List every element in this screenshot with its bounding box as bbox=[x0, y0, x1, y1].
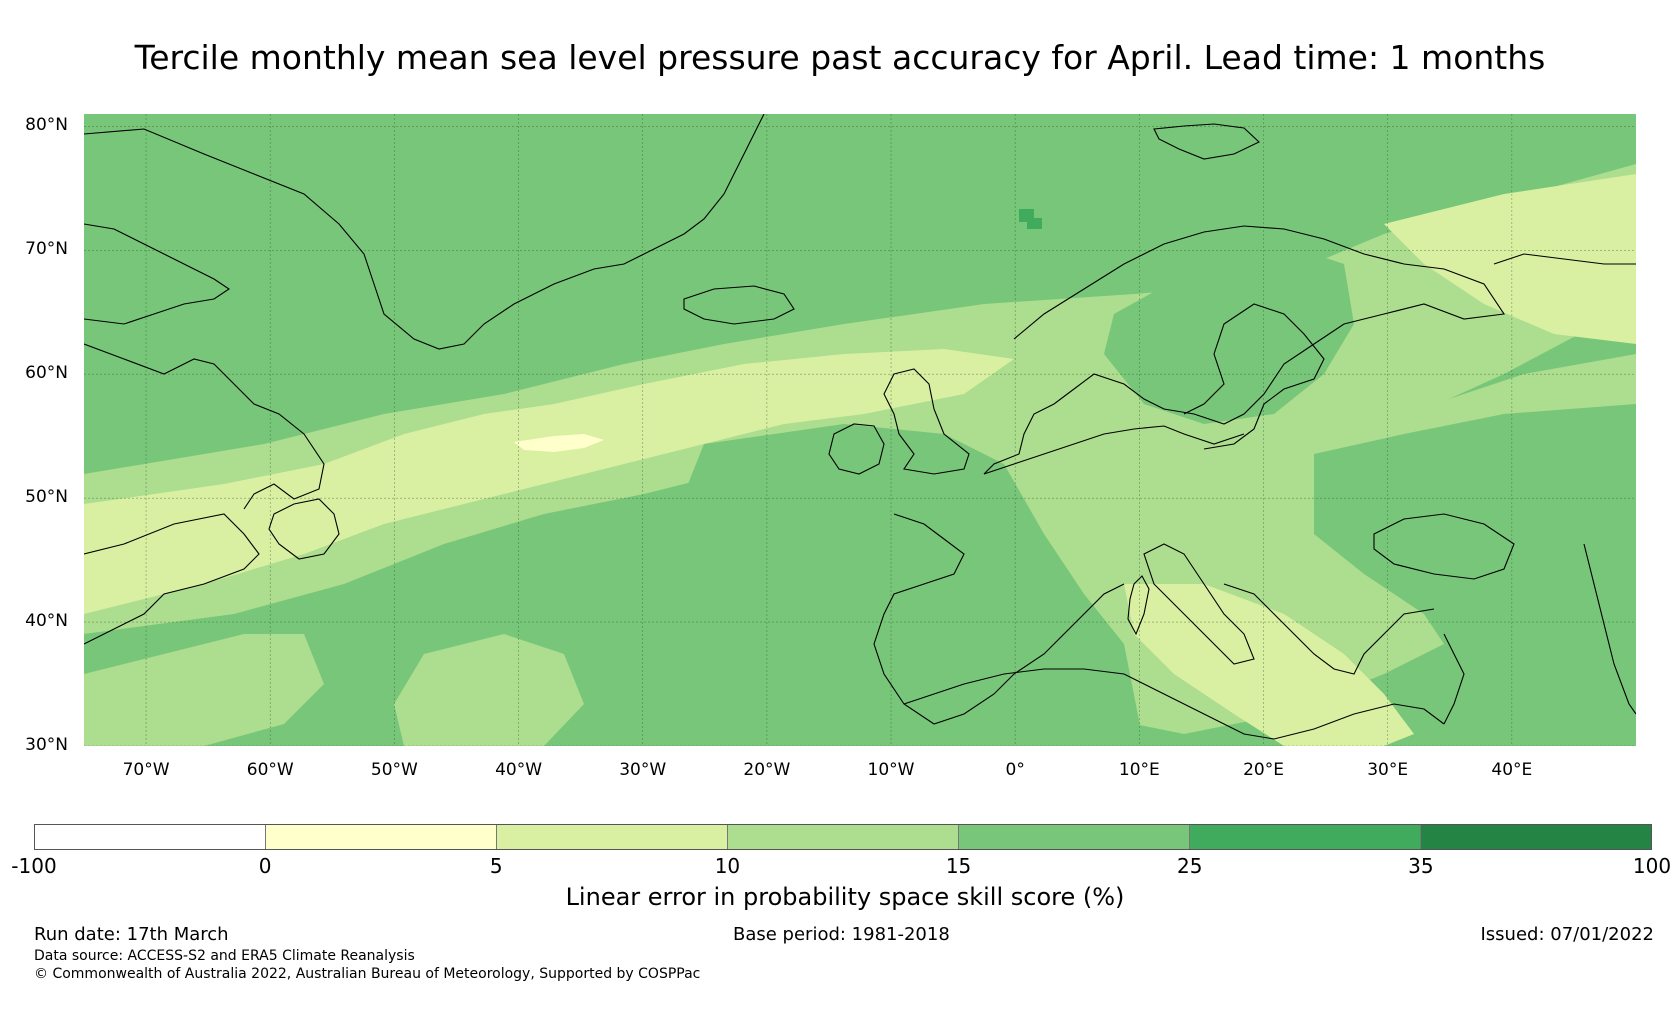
coast-italy bbox=[1143, 543, 1255, 665]
coast-east-med bbox=[1443, 633, 1465, 725]
region-jan-mayen-25-35 bbox=[1019, 209, 1042, 229]
graticule-lines bbox=[84, 114, 1636, 746]
region-iberia-atlantic-15-25 bbox=[384, 424, 1144, 746]
region-atlantic-core-0-5 bbox=[514, 434, 604, 452]
region-west-atlantic-10-15 bbox=[84, 634, 324, 746]
lon-tick-label: 40°W bbox=[495, 760, 543, 780]
coast-iceland bbox=[683, 285, 795, 325]
coast-nova-scotia bbox=[84, 513, 260, 645]
region-mediterranean-5-10 bbox=[1124, 584, 1414, 746]
coast-balkans bbox=[1223, 583, 1435, 675]
coast-white-sea bbox=[1493, 253, 1636, 265]
run-date: Run date: 17th March bbox=[34, 924, 229, 945]
coast-europe-west bbox=[983, 425, 1245, 475]
colorbar-segment bbox=[35, 825, 266, 849]
lon-tick-label: 30°E bbox=[1367, 760, 1409, 780]
base-period: Base period: 1981-2018 bbox=[733, 924, 950, 945]
coast-labrador bbox=[84, 343, 325, 510]
coastlines bbox=[84, 114, 1636, 740]
colorbar-tick-label: 35 bbox=[1408, 854, 1434, 878]
lat-tick-label: 40°N bbox=[25, 611, 68, 632]
colorbar-label: Linear error in probability space skill … bbox=[565, 883, 1125, 911]
colorbar-segment bbox=[266, 825, 497, 849]
region-atlantic-band-5-10 bbox=[84, 349, 1014, 614]
colorbar-segment bbox=[1421, 825, 1651, 849]
coast-caspian-edge bbox=[1583, 543, 1636, 715]
colorbar-tick-label: 5 bbox=[489, 854, 503, 878]
lon-tick-label: 0° bbox=[1005, 760, 1025, 780]
skill-field-regions bbox=[84, 114, 1636, 746]
lat-tick-label: 30°N bbox=[25, 735, 68, 755]
coast-great-britain bbox=[883, 368, 970, 475]
coast-france-iberia bbox=[873, 513, 1125, 725]
lat-tick-label: 70°N bbox=[25, 239, 68, 260]
colorbar-tick-label: 15 bbox=[945, 854, 972, 878]
coast-baltic bbox=[1183, 303, 1325, 450]
colorbar-segment bbox=[959, 825, 1190, 849]
copyright: © Commonwealth of Australia 2022, Austra… bbox=[34, 966, 701, 982]
coast-black-sea bbox=[1373, 513, 1515, 580]
lon-tick-label: 30°W bbox=[619, 760, 667, 780]
chart-title: Tercile monthly mean sea level pressure … bbox=[134, 38, 1546, 77]
coast-newfoundland bbox=[268, 498, 340, 560]
colorbar-segment bbox=[1190, 825, 1421, 849]
coast-greenland bbox=[84, 114, 765, 350]
data-source: Data source: ACCESS-S2 and ERA5 Climate … bbox=[34, 948, 415, 964]
colorbar-segment bbox=[728, 825, 959, 849]
coast-ireland bbox=[828, 423, 885, 475]
lon-tick-label: 50°W bbox=[370, 760, 418, 780]
region-mid-atlantic-south-10-15 bbox=[394, 634, 584, 746]
colorbar-tick-label: 10 bbox=[714, 854, 741, 878]
lat-tick-label: 60°N bbox=[25, 363, 68, 384]
skill-score-map bbox=[84, 114, 1636, 746]
lon-tick-label: 60°W bbox=[246, 760, 294, 780]
coast-svalbard bbox=[1153, 123, 1260, 160]
colorbar-tick-label: 25 bbox=[1176, 854, 1203, 878]
colorbar-tick-label: 0 bbox=[258, 854, 272, 878]
colorbar-tick-label: 100 bbox=[1632, 854, 1672, 878]
coast-baffin bbox=[84, 223, 230, 325]
colorbar-segment bbox=[497, 825, 728, 849]
colorbar bbox=[34, 824, 1652, 850]
lon-tick-label: 70°W bbox=[122, 760, 170, 780]
region-east-europe-15-25 bbox=[1314, 404, 1636, 746]
lat-tick-label: 80°N bbox=[25, 115, 68, 136]
lon-tick-label: 40°E bbox=[1491, 760, 1533, 780]
lat-tick-label: 50°N bbox=[25, 487, 68, 508]
region-greenland-sea-15-25 bbox=[84, 114, 1636, 414]
issued-date: Issued: 07/01/2022 bbox=[1480, 924, 1654, 945]
colorbar-tick-label: -100 bbox=[11, 854, 57, 878]
coast-scandinavia bbox=[983, 225, 1505, 475]
lon-tick-label: 10°W bbox=[867, 760, 915, 780]
region-scandinavia-15-25 bbox=[1104, 244, 1354, 424]
lon-tick-label: 10°E bbox=[1118, 760, 1160, 780]
map-panel bbox=[84, 114, 1636, 746]
lon-tick-label: 20°E bbox=[1243, 760, 1284, 780]
coast-corsica-sardinia bbox=[1127, 575, 1150, 636]
coast-africa-north bbox=[903, 668, 1445, 740]
lon-tick-label: 20°W bbox=[743, 760, 791, 780]
